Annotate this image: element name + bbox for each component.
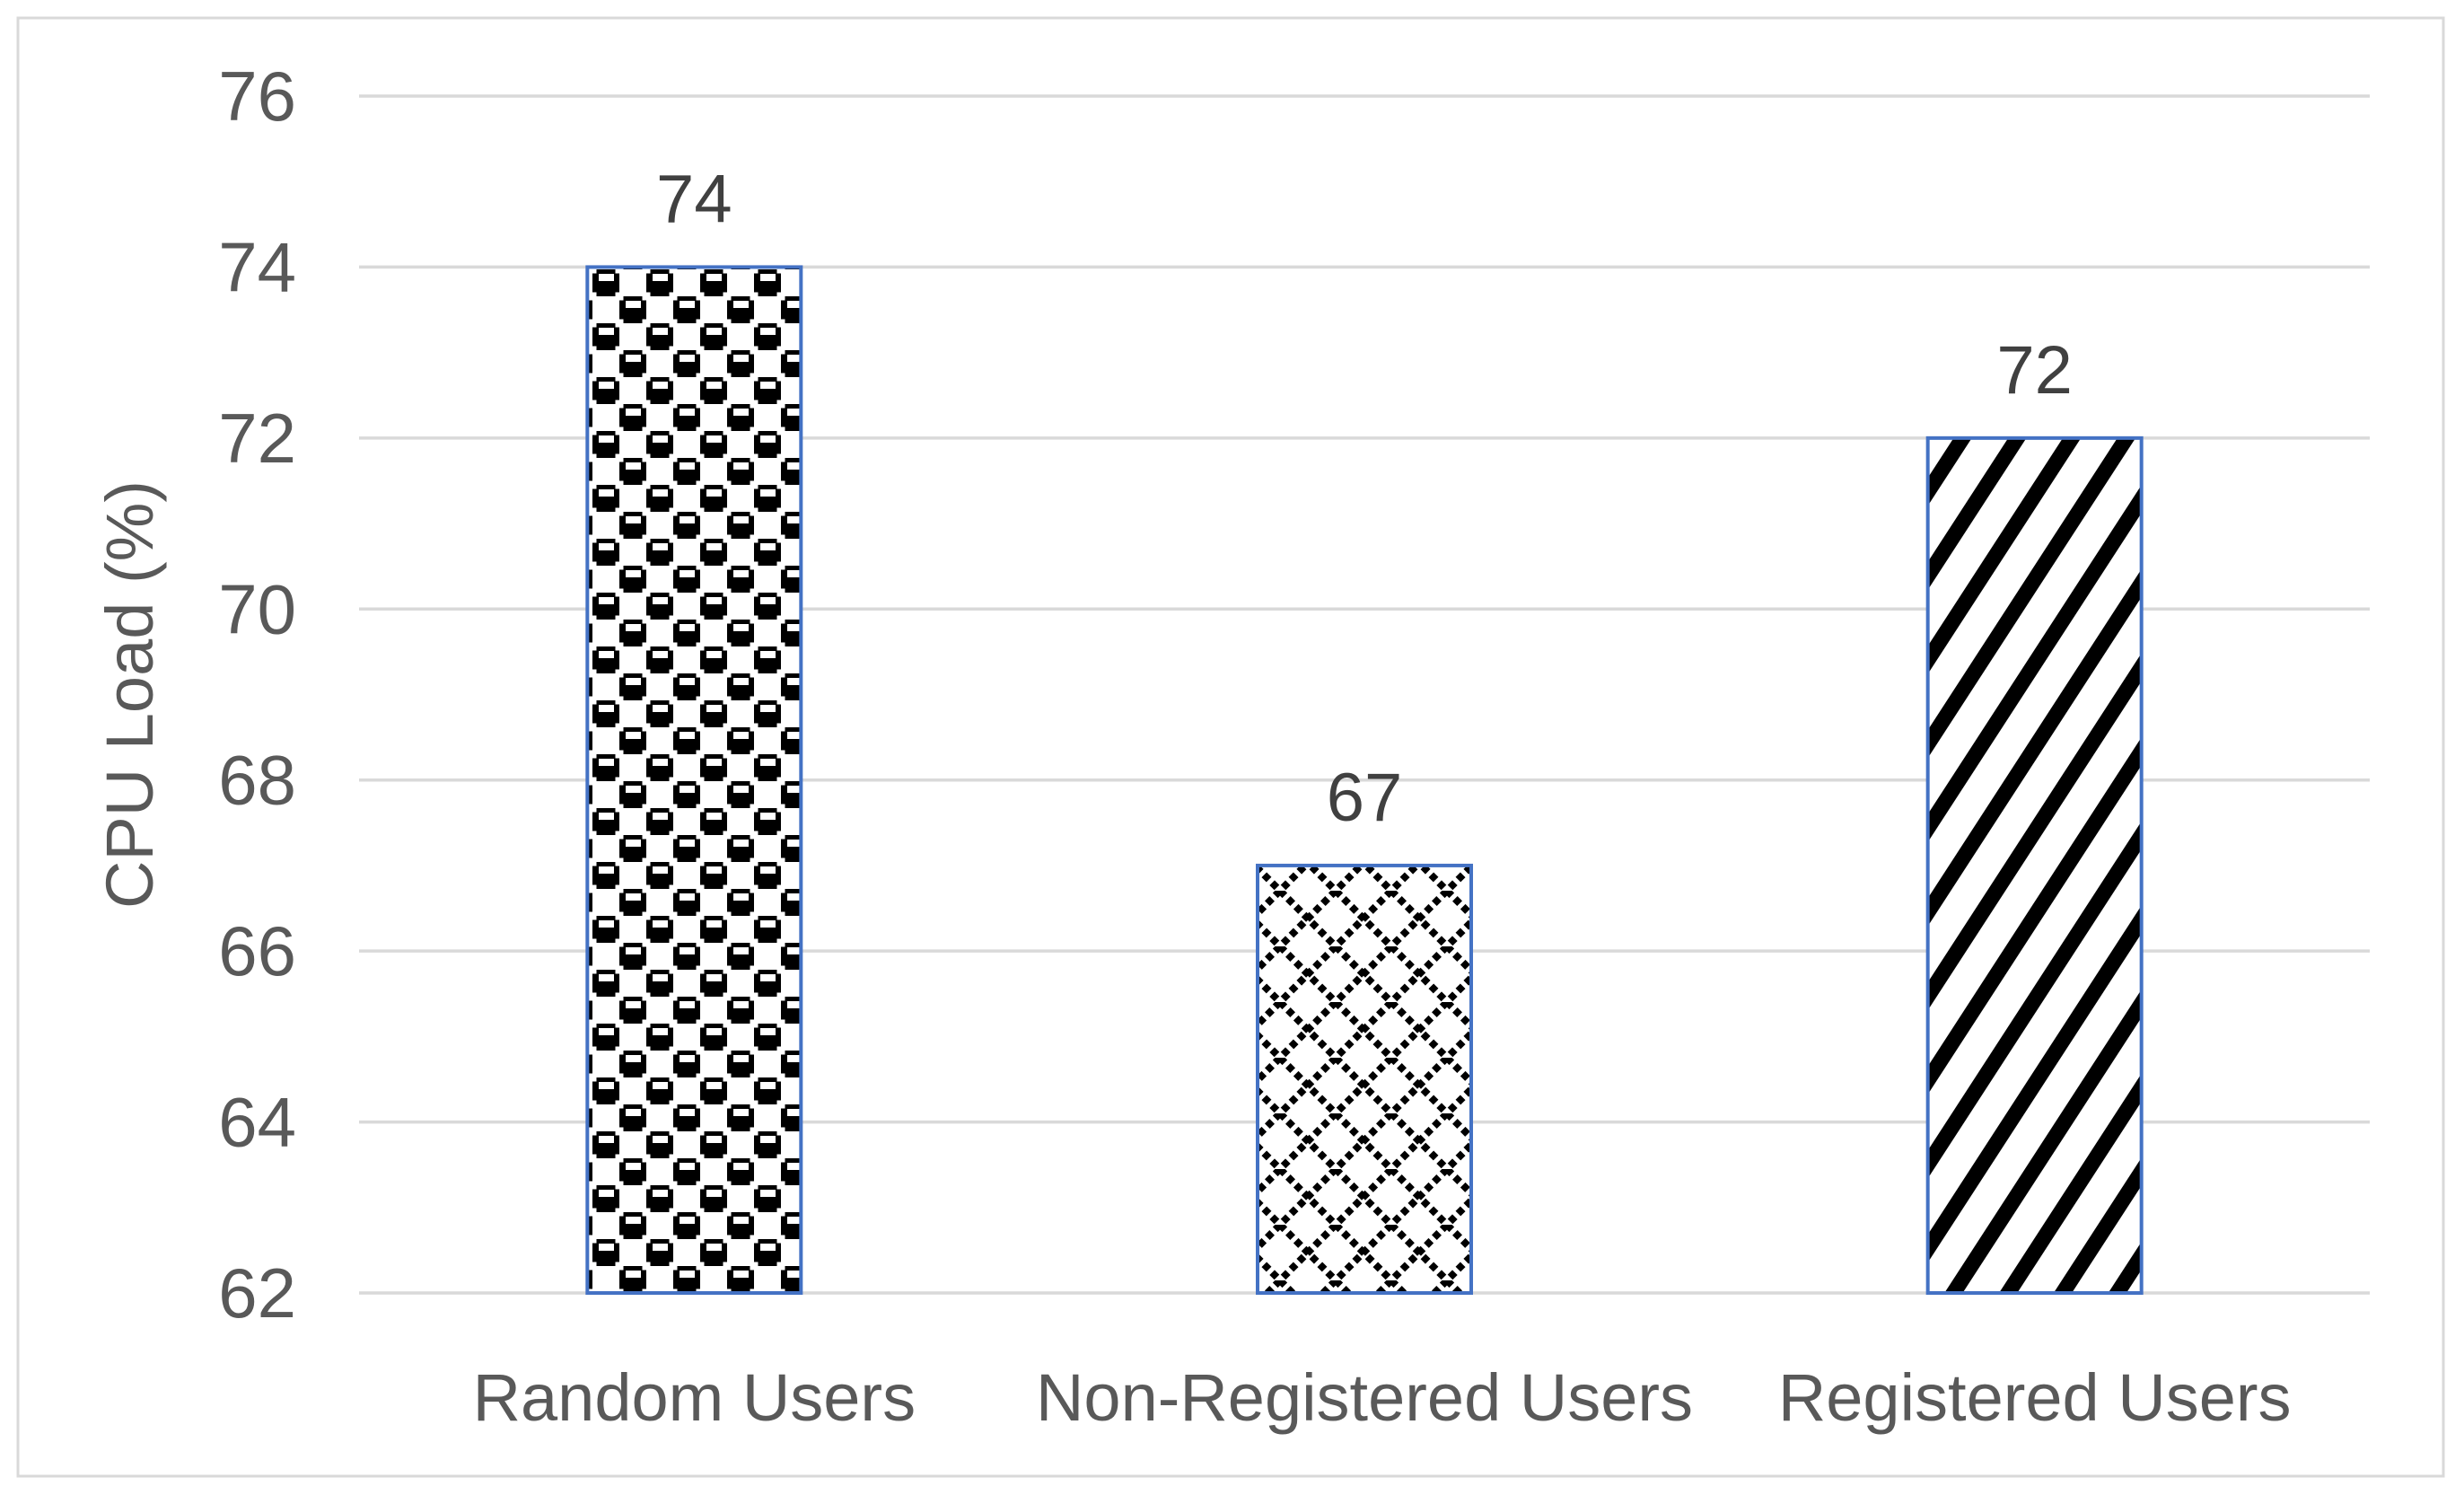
x-category-label: Non-Registered Users bbox=[1036, 1360, 1693, 1435]
y-tick-label: 62 bbox=[218, 1253, 296, 1332]
x-category-label: Random Users bbox=[473, 1360, 916, 1435]
figure-border bbox=[16, 16, 2445, 1478]
chart-text: 76 74 72 70 68 66 64 62 Random Users Non-Register… bbox=[92, 57, 2292, 1435]
y-tick-label: 64 bbox=[218, 1083, 296, 1162]
bar-0 bbox=[585, 265, 803, 1295]
y-tick-label: 72 bbox=[218, 399, 296, 478]
bar-2 bbox=[1925, 435, 2144, 1296]
bar-1 bbox=[1256, 863, 1473, 1296]
y-tick-label: 68 bbox=[218, 741, 296, 820]
data-label: 72 bbox=[1996, 332, 2073, 409]
data-label: 74 bbox=[656, 161, 732, 237]
y-axis-title: CPU Load (%) bbox=[92, 480, 167, 909]
figure-border-rect bbox=[16, 16, 2445, 1478]
y-tick-label: 70 bbox=[218, 569, 296, 648]
bars bbox=[585, 265, 2144, 1296]
y-tick-label: 76 bbox=[218, 57, 296, 136]
y-tick-label: 74 bbox=[218, 227, 296, 306]
y-tick-label: 66 bbox=[218, 911, 296, 990]
x-category-label: Registered Users bbox=[1778, 1360, 2292, 1435]
data-label: 67 bbox=[1327, 760, 1403, 836]
